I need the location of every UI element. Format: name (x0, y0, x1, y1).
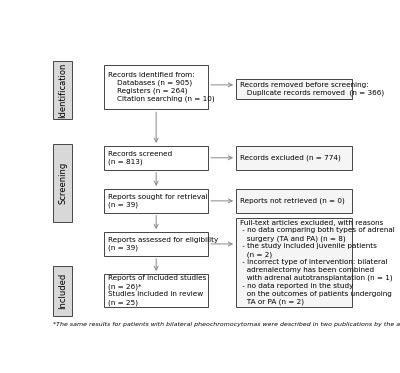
Text: Records identified from:
    Databases (n = 905)
    Registers (n = 264)
    Cit: Records identified from: Databases (n = … (108, 72, 214, 103)
FancyBboxPatch shape (53, 144, 72, 222)
Text: Reports sought for retrieval
(n = 39): Reports sought for retrieval (n = 39) (108, 194, 208, 208)
FancyBboxPatch shape (236, 146, 352, 170)
Text: Reports of included studies
(n = 26)*
Studies included in review
(n = 25): Reports of included studies (n = 26)* St… (108, 275, 206, 305)
Text: Full-text articles excluded, with reasons
 - no data comparing both types of adr: Full-text articles excluded, with reason… (240, 220, 394, 305)
FancyBboxPatch shape (104, 232, 208, 256)
Text: Screening: Screening (58, 162, 67, 204)
FancyBboxPatch shape (104, 274, 208, 307)
FancyBboxPatch shape (104, 146, 208, 170)
Text: *The same results for patients with bilateral pheochromocytomas were described i: *The same results for patients with bila… (53, 322, 400, 327)
FancyBboxPatch shape (104, 65, 208, 109)
Text: Reports not retrieved (n = 0): Reports not retrieved (n = 0) (240, 198, 344, 204)
FancyBboxPatch shape (53, 60, 72, 119)
Text: Records excluded (n = 774): Records excluded (n = 774) (240, 154, 340, 161)
Text: Identification: Identification (58, 62, 67, 118)
FancyBboxPatch shape (104, 189, 208, 213)
FancyBboxPatch shape (236, 189, 352, 213)
Text: Records screened
(n = 813): Records screened (n = 813) (108, 151, 172, 165)
Text: Records removed before screening:
   Duplicate records removed  (n = 366): Records removed before screening: Duplic… (240, 82, 384, 96)
FancyBboxPatch shape (236, 79, 352, 99)
FancyBboxPatch shape (236, 218, 352, 307)
Text: Reports assessed for eligibility
(n = 39): Reports assessed for eligibility (n = 39… (108, 237, 218, 251)
Text: Included: Included (58, 273, 67, 309)
FancyBboxPatch shape (53, 266, 72, 316)
